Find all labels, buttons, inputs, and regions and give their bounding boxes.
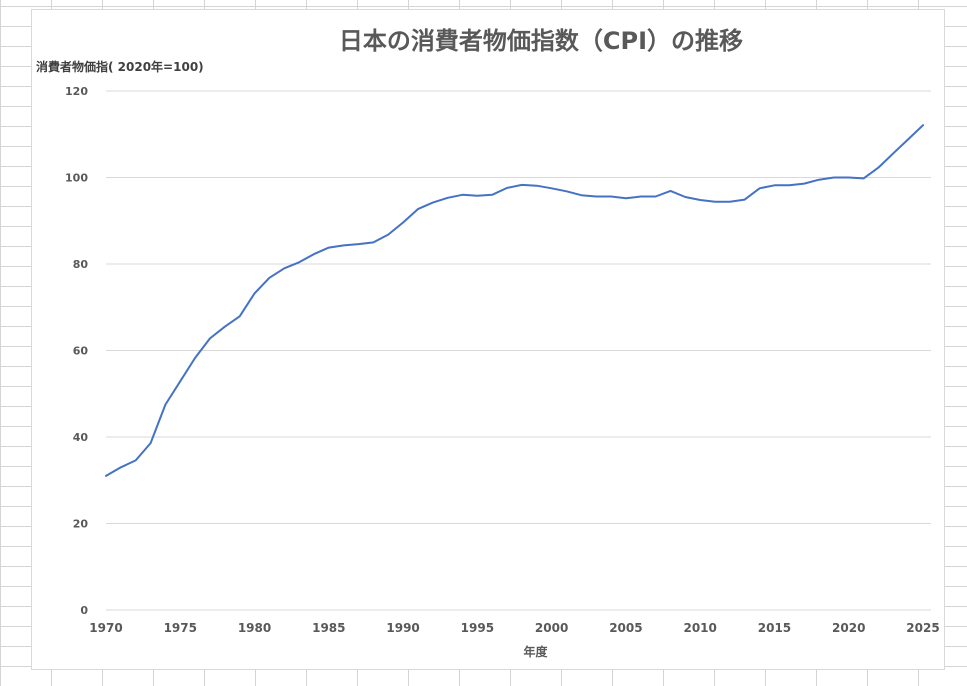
gridlines [106, 90, 931, 611]
x-tick-labels: 1970 1975 1980 1985 1990 1995 2000 2005 2010 2015… [89, 621, 939, 635]
x-tick-label: 1970 [89, 621, 122, 635]
y-tick-label: 60 [73, 345, 89, 358]
chart-title: 日本の消費者物価指数（CPI）の推移 [338, 27, 744, 55]
series-group [105, 124, 924, 477]
x-axis-title: 年度 [523, 645, 548, 659]
chart-area [31, 9, 945, 670]
x-tick-label: 2000 [535, 621, 568, 635]
x-tick-label: 2005 [609, 621, 642, 635]
x-tick-label: 1980 [238, 621, 271, 635]
y-tick-label: 20 [73, 518, 89, 531]
x-tick-label: 2020 [832, 621, 865, 635]
y-tick-label: 80 [73, 258, 89, 271]
y-tick-label: 100 [65, 172, 88, 185]
x-tick-label: 2025 [906, 621, 939, 635]
x-tick-label: 1995 [461, 621, 494, 635]
x-tick-label: 2015 [758, 621, 791, 635]
y-tick-label: 40 [73, 431, 89, 444]
x-tick-label: 2010 [683, 621, 716, 635]
y-axis-title: 消費者物価指( 2020年=100) [36, 60, 204, 74]
x-tick-label: 1990 [386, 621, 419, 635]
x-tick-label: 1985 [312, 621, 345, 635]
series-line [105, 124, 924, 477]
x-tick-label: 1975 [164, 621, 197, 635]
y-tick-label: 120 [65, 85, 88, 98]
y-tick-labels: 0 20 40 60 80 100 120 [65, 85, 88, 617]
y-tick-label: 0 [80, 604, 88, 617]
